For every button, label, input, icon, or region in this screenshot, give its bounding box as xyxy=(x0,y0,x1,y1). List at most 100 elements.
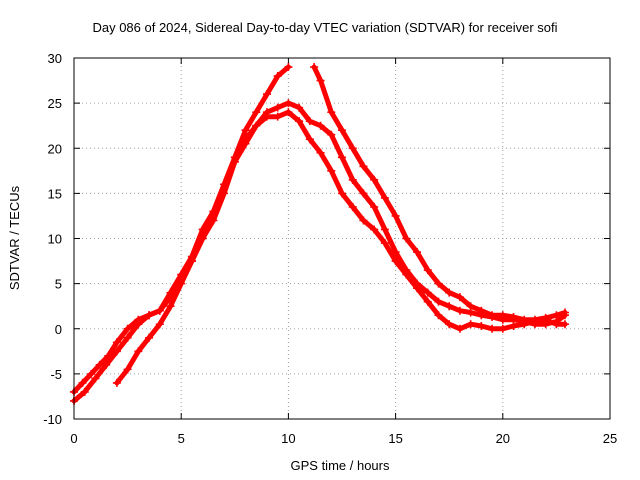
data-point xyxy=(295,117,304,126)
series-3 xyxy=(112,108,569,387)
y-tick-label: 10 xyxy=(48,232,62,247)
data-point xyxy=(112,378,121,387)
data-point xyxy=(413,284,422,293)
series-2 xyxy=(70,99,569,405)
data-point xyxy=(262,112,271,121)
data-point xyxy=(423,297,432,306)
series-1 xyxy=(70,63,293,396)
data-point xyxy=(359,162,368,171)
data-point xyxy=(520,315,529,324)
data-point xyxy=(402,270,411,279)
data-point xyxy=(145,333,154,342)
data-point xyxy=(434,279,443,288)
y-axis-label: SDTVAR / TECUs xyxy=(7,185,22,290)
data-point xyxy=(155,306,164,315)
data-point xyxy=(209,216,218,225)
data-point xyxy=(112,347,121,356)
x-tick-label: 15 xyxy=(388,431,402,446)
x-tick-label: 10 xyxy=(281,431,295,446)
data-series xyxy=(70,63,569,405)
data-point xyxy=(466,302,475,311)
data-point xyxy=(112,338,121,347)
data-point xyxy=(284,99,293,108)
data-point xyxy=(445,302,454,311)
data-point xyxy=(273,112,282,121)
y-tick-label: -5 xyxy=(50,367,62,382)
data-point xyxy=(445,320,454,329)
data-point xyxy=(348,202,357,211)
data-point xyxy=(220,189,229,198)
data-point xyxy=(91,374,100,383)
data-point xyxy=(413,248,422,257)
data-point xyxy=(80,387,89,396)
data-point xyxy=(262,90,271,99)
data-point xyxy=(78,378,87,387)
data-point xyxy=(273,72,282,81)
data-point xyxy=(509,313,518,322)
data-point xyxy=(509,322,518,331)
data-point xyxy=(241,126,250,135)
data-point xyxy=(155,320,164,329)
data-point xyxy=(488,324,497,333)
data-point xyxy=(145,311,154,320)
x-tick-label: 20 xyxy=(496,431,510,446)
y-tick-label: 30 xyxy=(48,51,62,66)
data-point xyxy=(380,193,389,202)
data-point xyxy=(295,103,304,112)
data-point xyxy=(134,347,143,356)
data-point xyxy=(359,189,368,198)
data-point xyxy=(123,365,132,374)
data-point xyxy=(252,121,261,130)
data-point xyxy=(560,320,569,329)
data-point xyxy=(338,189,346,198)
data-point xyxy=(498,324,507,333)
y-tick-label: 25 xyxy=(48,96,62,111)
data-point xyxy=(455,306,464,315)
data-point xyxy=(423,288,432,297)
data-point xyxy=(102,360,111,369)
data-point xyxy=(541,313,550,322)
data-point xyxy=(423,266,432,275)
data-point xyxy=(316,76,325,85)
data-point xyxy=(123,333,132,342)
data-point xyxy=(434,297,443,306)
data-point xyxy=(488,311,497,320)
data-point xyxy=(327,108,336,117)
data-point xyxy=(305,117,314,126)
data-point xyxy=(455,324,464,333)
data-point xyxy=(560,308,569,317)
data-point xyxy=(466,320,475,329)
data-point xyxy=(402,234,411,243)
data-point xyxy=(338,126,346,135)
x-axis-label: GPS time / hours xyxy=(291,458,390,473)
y-tick-label: 15 xyxy=(48,186,62,201)
data-point xyxy=(477,322,486,331)
data-point xyxy=(348,175,357,184)
grid xyxy=(74,58,610,419)
x-tick-label: 25 xyxy=(603,431,617,446)
chart-title: Day 086 of 2024, Sidereal Day-to-day VTE… xyxy=(92,20,557,35)
data-point xyxy=(187,257,196,266)
data-point xyxy=(316,148,325,157)
data-point xyxy=(530,315,539,324)
plot-frame xyxy=(73,57,611,420)
y-tick-label: 0 xyxy=(55,322,62,337)
data-point xyxy=(338,153,346,162)
y-tick-label: -10 xyxy=(43,412,62,427)
data-point xyxy=(327,166,336,175)
data-point xyxy=(552,320,561,329)
data-point xyxy=(359,216,368,225)
data-point xyxy=(241,135,250,144)
data-point xyxy=(477,306,486,315)
data-point xyxy=(273,103,282,112)
data-point xyxy=(391,211,400,220)
data-point xyxy=(284,63,293,72)
data-point xyxy=(316,121,325,130)
data-point xyxy=(455,293,464,302)
data-point xyxy=(310,63,319,72)
data-point xyxy=(498,311,507,320)
data-point xyxy=(370,175,379,184)
data-point xyxy=(327,130,336,139)
data-point xyxy=(252,108,261,117)
data-point xyxy=(552,311,561,320)
